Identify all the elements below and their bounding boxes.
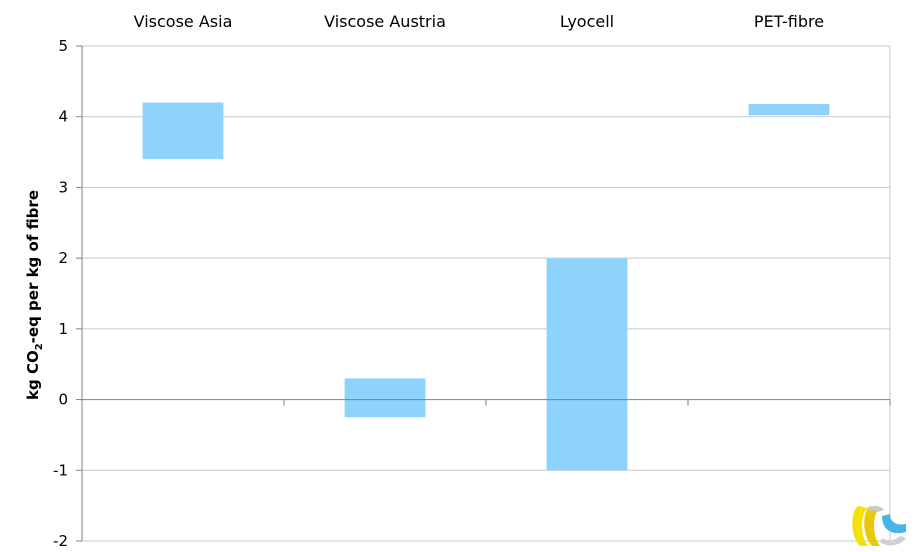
y-tick-label: 2 (58, 249, 68, 267)
y-tick-label: 3 (58, 178, 68, 196)
bar (748, 103, 830, 116)
y-tick-label: 0 (58, 391, 68, 409)
y-tick-label: 1 (58, 320, 68, 338)
yellow-blue-swirl-logo-icon (852, 505, 906, 546)
bar (142, 102, 224, 160)
category-label: Viscose Austria (324, 12, 446, 31)
category-label: Viscose Asia (134, 12, 233, 31)
bars (142, 102, 830, 471)
y-tick-label: 5 (58, 37, 68, 55)
category-label: Lyocell (560, 12, 614, 31)
category-labels: Viscose Asia Viscose Austria Lyocell PET-fi… (134, 12, 824, 31)
y-tick-label: 4 (58, 108, 68, 126)
bar (546, 258, 628, 471)
y-tick-label: -1 (53, 461, 68, 479)
y-axis-title: kg CO2-eq per kg of fibre (24, 190, 45, 400)
y-tick-label: -2 (53, 532, 68, 550)
bar (344, 378, 426, 418)
axes (76, 45, 891, 542)
y-tick-labels: -2 -1 0 1 2 3 4 5 (53, 37, 68, 550)
category-label: PET-fibre (754, 12, 824, 31)
